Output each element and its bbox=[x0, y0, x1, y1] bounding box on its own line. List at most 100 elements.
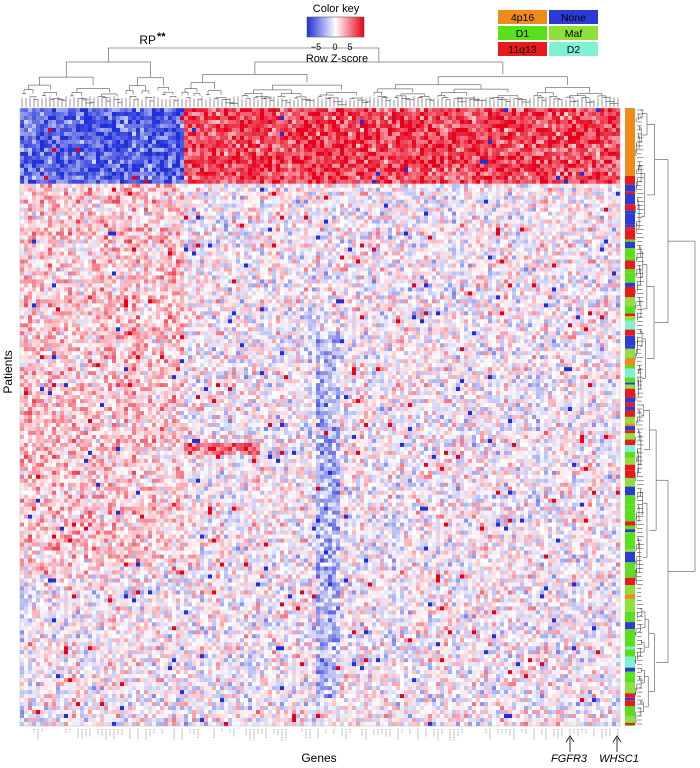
heatmap-cell bbox=[328, 215, 333, 220]
heatmap-cell bbox=[560, 171, 565, 176]
heatmap-cell bbox=[72, 163, 77, 168]
heatmap-cell bbox=[164, 183, 169, 188]
heatmap-cell bbox=[448, 119, 453, 125]
heatmap-cell bbox=[436, 175, 441, 180]
heatmap-cell bbox=[88, 167, 93, 172]
heatmap-cell bbox=[428, 135, 433, 141]
heatmap-cell bbox=[68, 135, 73, 141]
heatmap-cell bbox=[544, 191, 549, 196]
heatmap-cell bbox=[140, 111, 145, 117]
heatmap-cell bbox=[184, 115, 189, 121]
heatmap-cell bbox=[376, 115, 381, 121]
dendro-branch bbox=[654, 159, 669, 323]
heatmap-cell bbox=[228, 203, 233, 208]
heatmap-cell bbox=[284, 131, 289, 137]
heatmap-cell bbox=[124, 203, 129, 208]
heatmap-cell bbox=[424, 111, 429, 117]
heatmap-cell bbox=[60, 187, 65, 192]
heatmap-cell bbox=[404, 171, 409, 176]
heatmap-cell bbox=[600, 119, 605, 125]
heatmap-cell bbox=[256, 167, 261, 172]
dendro-branch bbox=[51, 98, 62, 100]
heatmap-cell bbox=[308, 195, 313, 200]
heatmap-cell bbox=[120, 159, 125, 164]
heatmap-cell bbox=[536, 207, 541, 212]
heatmap-cell bbox=[372, 167, 377, 172]
heatmap-cell bbox=[232, 175, 237, 180]
heatmap-cell bbox=[148, 151, 153, 156]
heatmap-cell bbox=[104, 108, 109, 113]
heatmap-cell bbox=[208, 207, 213, 212]
heatmap-cell bbox=[280, 195, 285, 200]
heatmap-cell bbox=[464, 203, 469, 208]
heatmap-cell bbox=[252, 199, 257, 204]
heatmap-cell bbox=[148, 183, 153, 188]
heatmap-cell bbox=[20, 179, 25, 184]
heatmap-cell bbox=[496, 119, 501, 125]
heatmap-cell bbox=[352, 199, 357, 204]
heatmap-cell bbox=[528, 151, 533, 156]
heatmap-cell bbox=[88, 115, 93, 121]
heatmap-cell bbox=[552, 115, 557, 121]
heatmap-cell bbox=[184, 123, 189, 129]
heatmap-cell bbox=[128, 183, 133, 188]
heatmap-cell bbox=[120, 139, 125, 145]
heatmap-cell bbox=[264, 211, 269, 216]
heatmap-cell bbox=[384, 195, 389, 200]
heatmap-cell bbox=[484, 163, 489, 168]
heatmap-cell bbox=[276, 159, 281, 164]
heatmap-cell bbox=[280, 219, 285, 224]
heatmap-cell bbox=[264, 115, 269, 121]
heatmap-cell bbox=[332, 191, 337, 196]
heatmap-cell bbox=[68, 159, 73, 164]
heatmap-cell bbox=[312, 215, 317, 220]
heatmap-cell bbox=[192, 127, 197, 133]
heatmap-cell bbox=[36, 187, 41, 192]
heatmap-cell bbox=[320, 207, 325, 212]
heatmap-cell bbox=[108, 119, 113, 125]
heatmap-cell bbox=[304, 191, 309, 196]
heatmap-cell bbox=[220, 155, 225, 160]
heatmap-cell bbox=[228, 108, 233, 113]
heatmap-cell bbox=[284, 115, 289, 121]
heatmap-cell bbox=[248, 119, 253, 125]
heatmap-cell bbox=[24, 175, 29, 180]
heatmap-cell bbox=[536, 171, 541, 176]
heatmap-cell bbox=[584, 147, 589, 153]
heatmap-cell bbox=[128, 203, 133, 208]
heatmap-cell bbox=[520, 123, 525, 129]
heatmap-cell bbox=[192, 171, 197, 176]
heatmap-cell bbox=[220, 219, 225, 224]
heatmap-cell bbox=[240, 203, 245, 208]
heatmap-cell bbox=[468, 155, 473, 160]
heatmap-cell bbox=[320, 155, 325, 160]
heatmap-cell bbox=[168, 151, 173, 156]
heatmap-cell bbox=[160, 211, 165, 216]
heatmap-cell bbox=[212, 123, 217, 129]
heatmap-cell bbox=[280, 199, 285, 204]
heatmap-cell bbox=[112, 211, 117, 216]
heatmap-cell bbox=[228, 135, 233, 141]
heatmap-cell bbox=[436, 199, 441, 204]
heatmap-cell bbox=[72, 127, 77, 133]
heatmap-cell bbox=[184, 111, 189, 117]
heatmap-cell bbox=[464, 139, 469, 145]
heatmap-cell bbox=[40, 159, 45, 164]
heatmap-cell bbox=[60, 179, 65, 184]
heatmap-cell bbox=[244, 211, 249, 216]
heatmap-cell bbox=[232, 171, 237, 176]
heatmap-cell bbox=[388, 167, 393, 172]
heatmap-cell bbox=[256, 135, 261, 141]
heatmap-cell bbox=[528, 191, 533, 196]
heatmap-cell bbox=[576, 183, 581, 188]
heatmap-cell bbox=[116, 167, 121, 172]
heatmap-cell bbox=[608, 135, 613, 141]
heatmap-cell bbox=[288, 119, 293, 125]
heatmap-cell bbox=[528, 108, 533, 113]
heatmap-cell bbox=[228, 171, 233, 176]
heatmap-cell bbox=[84, 167, 89, 172]
heatmap-cell bbox=[252, 131, 257, 137]
heatmap-cell bbox=[36, 123, 41, 129]
heatmap-cell bbox=[424, 203, 429, 208]
heatmap-cell bbox=[576, 151, 581, 156]
